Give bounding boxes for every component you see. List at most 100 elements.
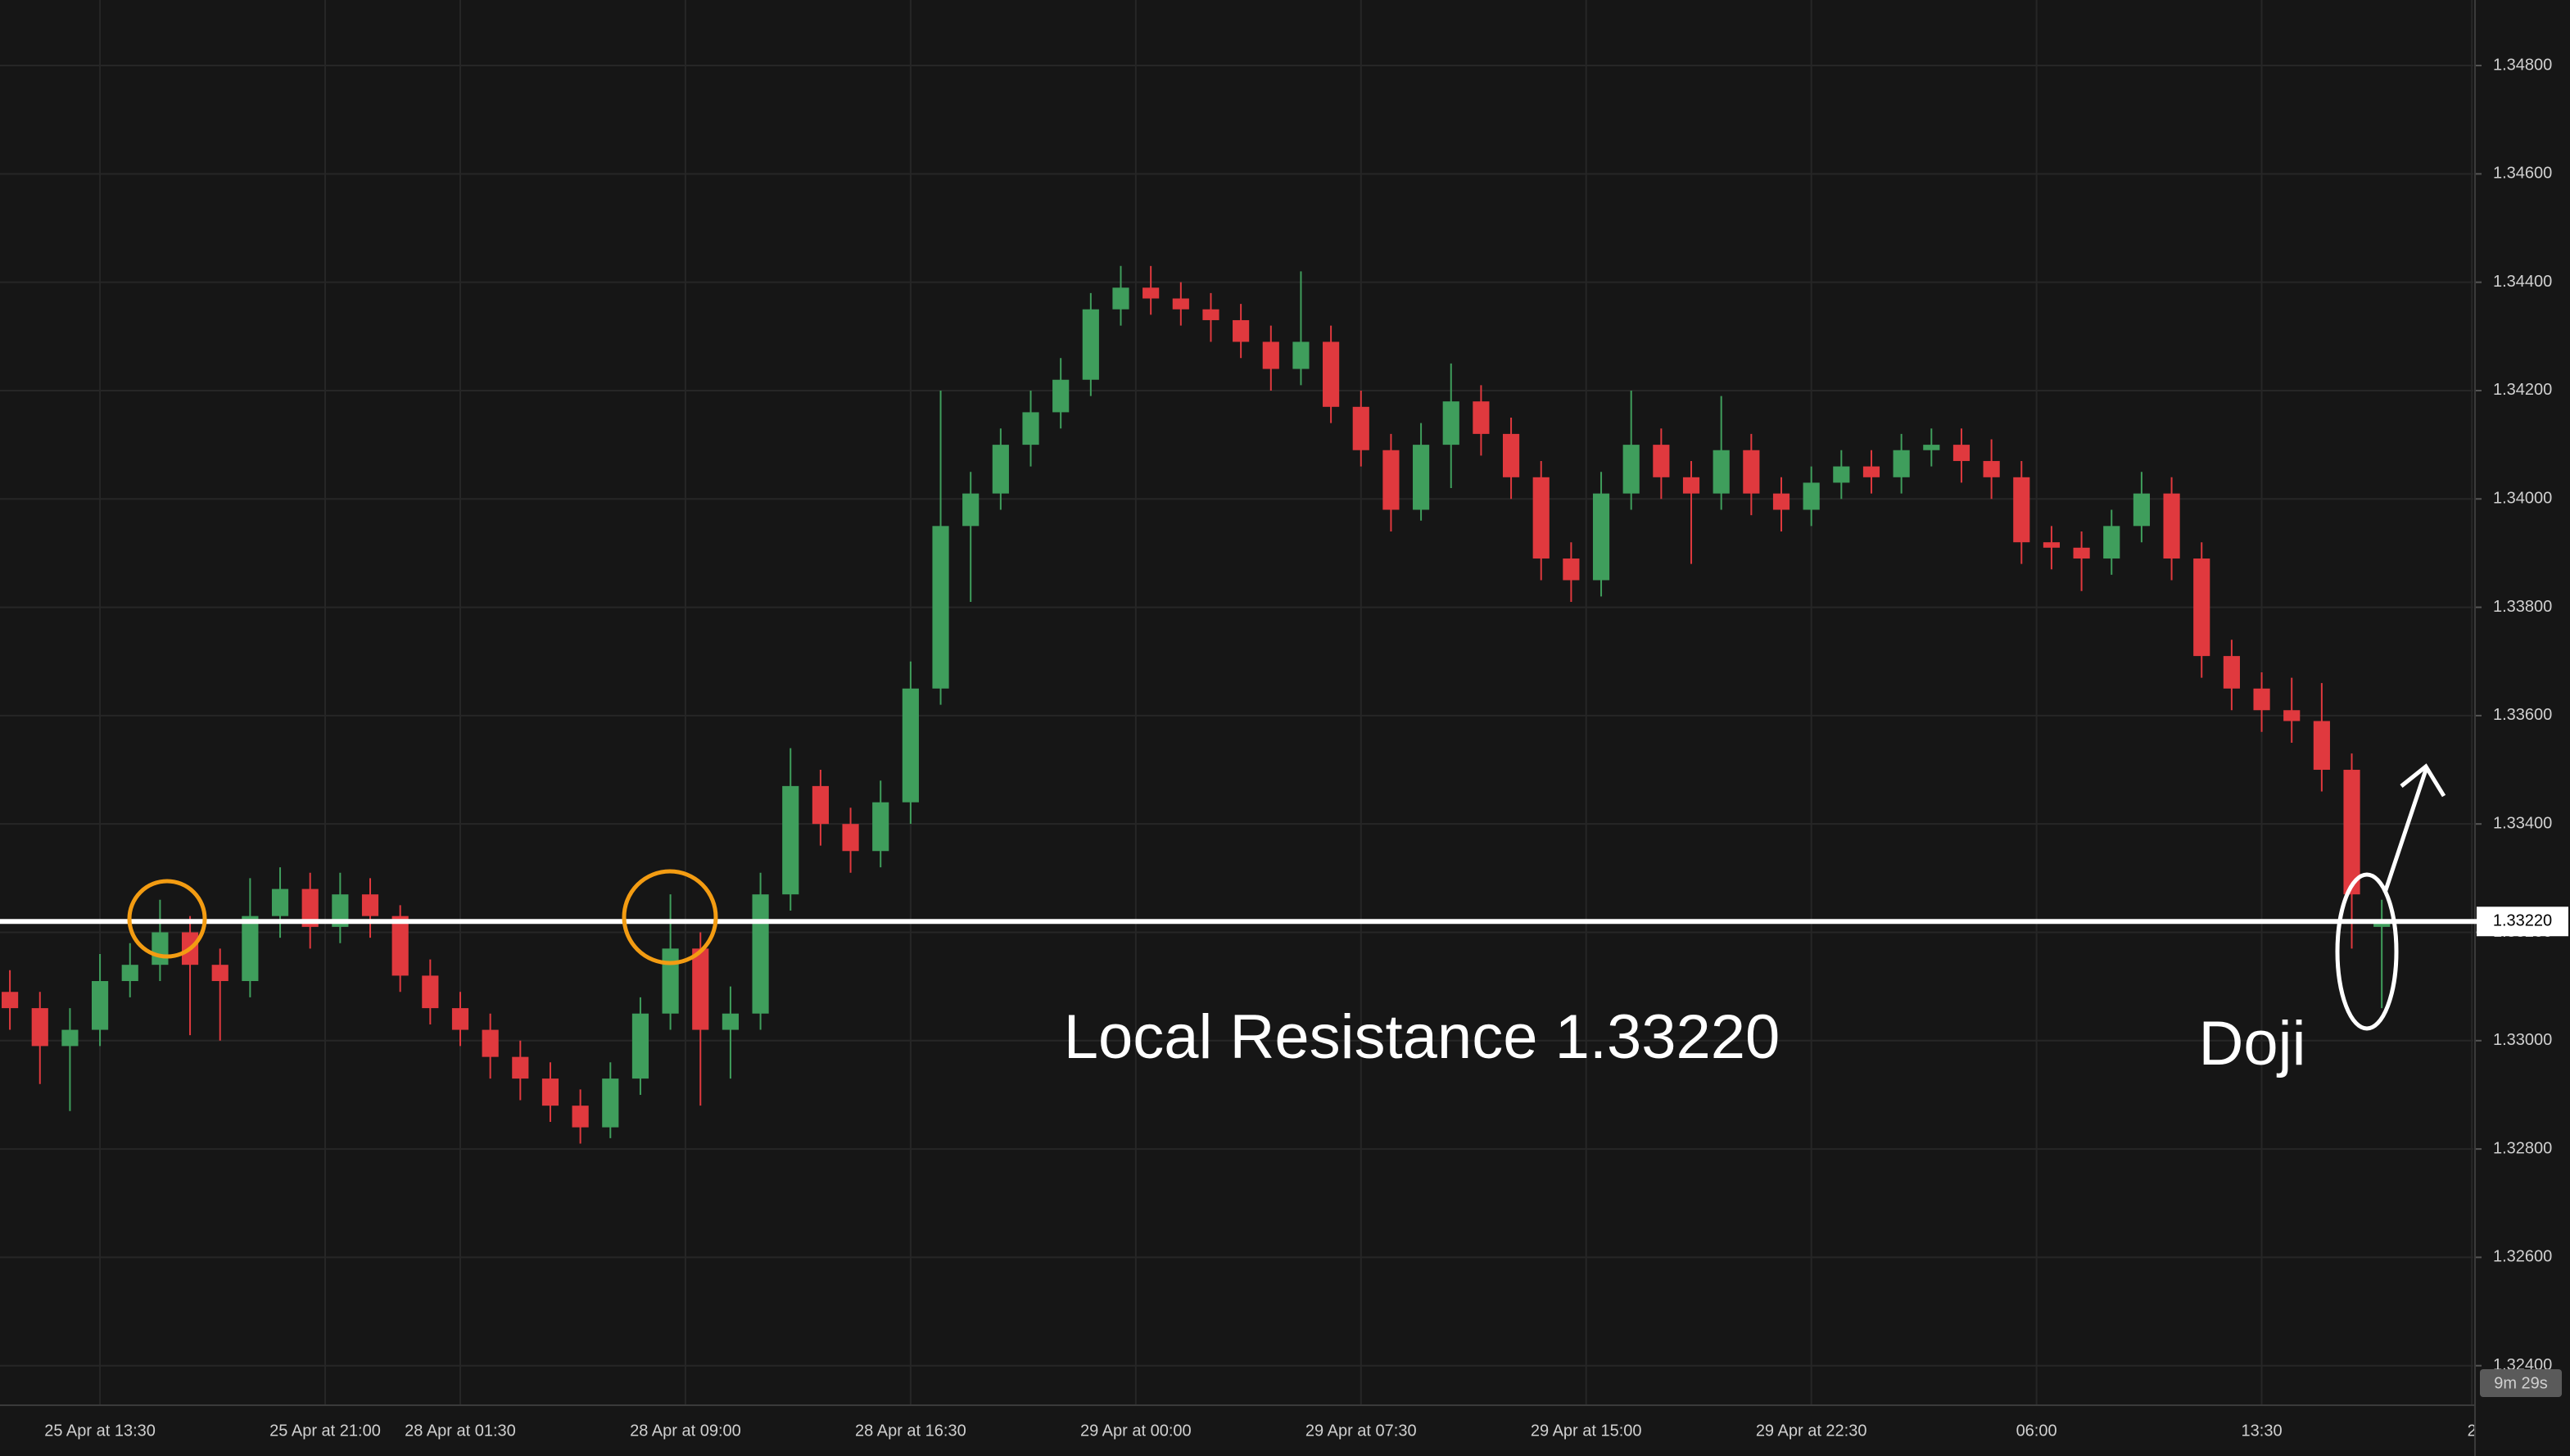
candle-body [782,785,799,895]
candle-body [2133,493,2150,527]
candle-body [2313,721,2330,771]
candle-body [1502,433,1520,477]
candle-body [1952,445,1970,461]
candle-body [1772,493,1790,510]
candle-body [422,975,439,1009]
candle-body [1352,406,1369,450]
candle-body [2103,526,2120,559]
candle-body [2343,770,2360,895]
pattern-label: Doji [2199,1009,2306,1078]
candle-body [842,824,859,852]
candle-body [1082,309,1099,380]
candle-body [662,948,679,1014]
candle-body [992,445,1009,494]
y-tick-label: 1.32800 [2493,1139,2552,1157]
y-tick-label: 1.34800 [2493,56,2552,74]
y-tick-label: 1.34400 [2493,273,2552,291]
candle-body [1142,287,1160,299]
candle-body [2013,477,2030,543]
y-tick-label: 1.33000 [2493,1031,2552,1049]
resistance-label: 1.33220 [2493,912,2552,930]
candle-body [1323,341,1340,407]
candle-body [361,894,379,916]
candle-body [902,688,919,803]
candle-body [602,1078,619,1128]
candle-body [932,526,949,689]
candle-body [332,894,349,927]
candle-body [1292,341,1310,369]
y-tick-label: 1.33800 [2493,598,2552,616]
x-tick-label: 29 Apr at 22:30 [1756,1422,1867,1440]
candle-body [1983,460,2000,477]
x-tick-label: 13:30 [2242,1422,2283,1440]
x-tick-label: 28 Apr at 01:30 [405,1422,516,1440]
candle-body [2193,558,2210,657]
resistance-tag [2477,907,2568,937]
x-tick-label: 29 Apr at 15:00 [1531,1422,1642,1440]
candle-body [1893,450,1910,477]
x-tick-label: 28 Apr at 16:30 [855,1422,966,1440]
candle-body [752,894,769,1014]
candle-body [31,1008,48,1047]
candle-body [1743,450,1760,494]
candle-body [391,916,409,976]
candle-body [572,1106,589,1128]
countdown-box [2480,1369,2562,1397]
y-tick-label: 1.32600 [2493,1248,2552,1266]
candle-body [2163,493,2180,559]
candle-body [1202,309,1219,320]
candle-body [1112,287,1129,310]
countdown: 9m 29s [2494,1374,2548,1392]
candle-body [812,785,829,825]
x-tick-label: 29 Apr at 00:00 [1080,1422,1192,1440]
candle-body [1052,379,1070,413]
candle-body [1172,298,1189,310]
candle-body [1233,319,1250,342]
candle-body [152,932,169,965]
highlight-circle [127,879,207,959]
x-tick-label: 29 Apr at 07:30 [1305,1422,1417,1440]
candle-body [2223,656,2240,689]
candle-body [1833,466,1850,483]
candle-body [692,948,709,1030]
candle-body [482,1029,499,1057]
candle-body [1022,412,1039,445]
candle-body [1923,445,1940,450]
candle-body [451,1008,469,1030]
candle-body [61,1029,79,1047]
x-tick-label: 06:00 [2016,1422,2057,1440]
candle-body [2283,710,2301,721]
highlight-circle [622,869,718,965]
candle-body [2253,688,2270,711]
candle-body [121,965,138,982]
candle-body [1713,450,1730,494]
candle-body [1382,450,1400,510]
y-tick-label: 1.34000 [2493,490,2552,508]
candle-body [1563,558,1580,581]
candle-body [301,889,319,927]
candle-body [2373,921,2391,927]
x-tick-label: 25 Apr at 13:30 [44,1422,156,1440]
candle-body [722,1013,740,1030]
candle-body [1413,445,1430,510]
candle-body [1262,341,1279,369]
x-tick-label: 2 [2468,1422,2477,1440]
candle-body [541,1078,559,1106]
candle-body [271,889,289,916]
arrow [2382,763,2446,893]
x-tick-label: 25 Apr at 21:00 [269,1422,381,1440]
y-tick-label: 1.34600 [2493,165,2552,183]
candle-body [1653,445,1670,477]
doji-ellipse [2335,872,2399,1031]
candle-body [1592,493,1610,581]
candle-body [512,1056,529,1079]
candle-body [962,493,980,527]
x-tick-label: 28 Apr at 09:00 [630,1422,741,1440]
candle-body [242,916,259,982]
candle-body [1532,477,1550,559]
candle-body [631,1013,649,1079]
candle-body [1473,401,1490,434]
